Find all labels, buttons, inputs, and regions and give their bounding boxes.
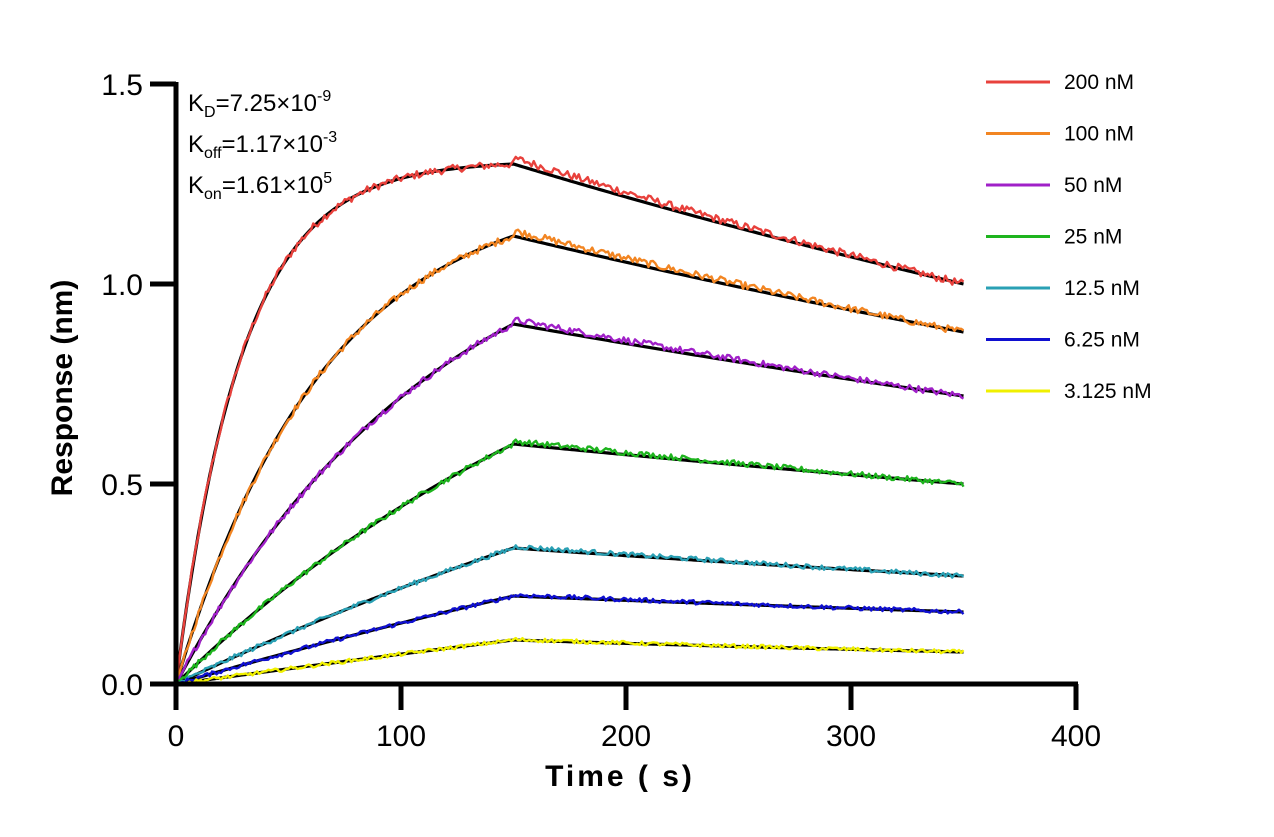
kd-exponent: -9 <box>317 88 331 105</box>
legend-label: 200 nM <box>1064 71 1134 94</box>
kon-subscript: on <box>204 186 222 203</box>
kd-symbol: K <box>188 90 204 117</box>
y-tick-label: 1.5 <box>101 69 143 102</box>
data-traces <box>174 155 965 686</box>
y-tick-label: 1.0 <box>101 269 143 302</box>
kd-value: =7.25×10 <box>216 90 317 117</box>
kon-symbol: K <box>188 172 204 199</box>
kd-subscript: D <box>204 104 216 121</box>
koff-value: =1.17×10 <box>222 131 323 158</box>
legend-label: 100 nM <box>1064 123 1134 146</box>
trace-3.125-nM <box>175 636 965 686</box>
koff-subscript: off <box>204 145 222 162</box>
koff-symbol: K <box>188 131 204 158</box>
y-ticks: 0.0 0.5 1.0 1.5 <box>101 69 176 702</box>
kon-exponent: 5 <box>323 170 332 187</box>
kon-annotation: Kon=1.61×105 <box>188 170 332 203</box>
fit-curve-3.125-nM <box>175 638 964 686</box>
x-axis-title: Time ( s) <box>545 760 695 793</box>
trace-6.25-nM <box>175 593 965 686</box>
legend: 200 nM 100 nM 50 nM 25 nM 12.5 nM 6.25 nM 3.12… <box>986 71 1152 403</box>
kd-annotation: KD=7.25×10-9 <box>188 88 331 121</box>
y-axis-title: Response (nm) <box>46 280 79 497</box>
koff-annotation: Koff=1.17×10-3 <box>188 129 337 162</box>
y-tick-label: 0.5 <box>101 469 143 502</box>
y-tick-label: 0.0 <box>101 669 143 702</box>
koff-exponent: -3 <box>323 129 337 146</box>
trace-50-nM <box>174 316 965 685</box>
x-tick-label: 0 <box>168 720 185 753</box>
legend-label: 6.25 nM <box>1064 329 1140 352</box>
trace-100-nM <box>174 228 965 685</box>
trace-200-nM <box>174 155 965 685</box>
legend-label: 25 nM <box>1064 226 1122 249</box>
trace-25-nM <box>175 438 965 685</box>
x-ticks: 0 100 200 300 400 <box>168 684 1101 753</box>
legend-label: 50 nM <box>1064 174 1122 197</box>
fit-curve-100-nM <box>174 234 964 685</box>
kon-value: =1.61×10 <box>222 172 323 199</box>
x-tick-label: 300 <box>826 720 876 753</box>
legend-label: 12.5 nM <box>1064 277 1140 300</box>
x-tick-label: 100 <box>376 720 426 753</box>
x-tick-label: 400 <box>1051 720 1101 753</box>
x-tick-label: 200 <box>601 720 651 753</box>
trace-12.5-nM <box>175 544 965 686</box>
legend-label: 3.125 nM <box>1064 380 1152 403</box>
